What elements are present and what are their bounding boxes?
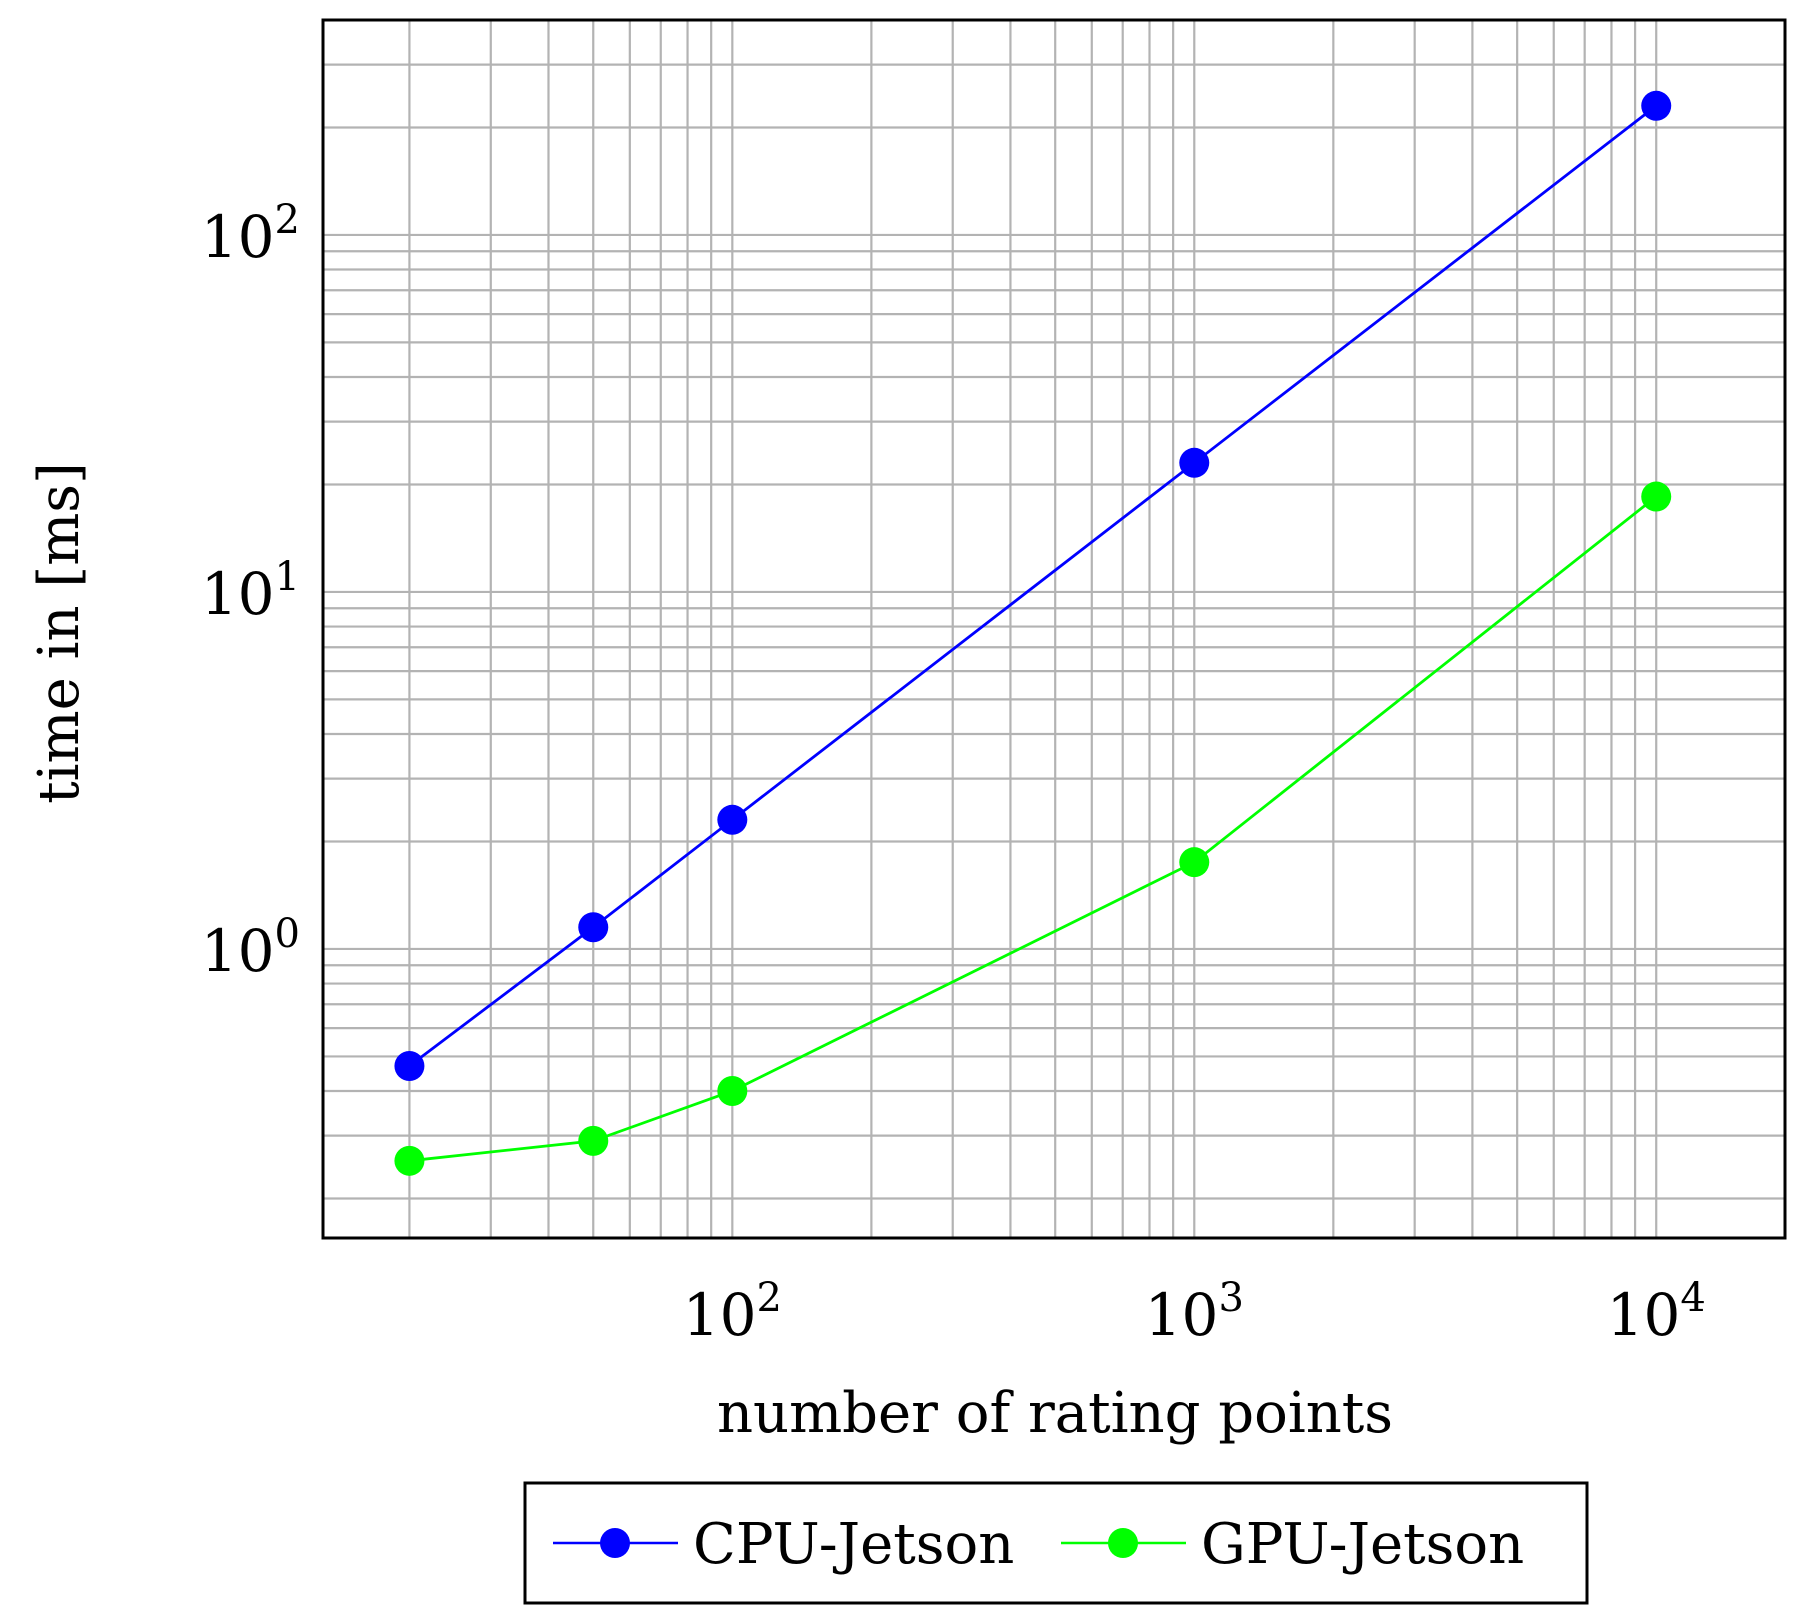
y-tick-label: 100: [201, 911, 300, 985]
series-markers: [394, 90, 1672, 1176]
data-point-gpu-jetson: [394, 1145, 425, 1176]
series-line-gpu-jetson: [409, 495, 1658, 1163]
y-tick-labels: 100 101 102: [201, 197, 300, 985]
x-tick-label: 102: [683, 1275, 782, 1349]
legend: CPU-Jetson GPU-Jetson: [523, 1481, 1589, 1605]
legend-marker-gpu: [1108, 1528, 1138, 1558]
data-point-cpu-jetson: [717, 804, 748, 835]
data-point-cpu-jetson: [394, 1051, 425, 1082]
y-tick-label: 101: [201, 554, 300, 628]
x-tick-labels: 102 103 104: [683, 1275, 1706, 1349]
data-point-cpu-jetson: [578, 912, 609, 943]
data-point-cpu-jetson: [1641, 90, 1672, 121]
legend-marker-cpu: [600, 1528, 630, 1558]
series-lines: [408, 104, 1658, 1163]
x-tick-label: 103: [1145, 1275, 1244, 1349]
legend-box: [523, 1481, 1589, 1605]
legend-label-gpu: GPU-Jetson: [1201, 1512, 1524, 1577]
data-point-gpu-jetson: [717, 1076, 748, 1107]
data-point-gpu-jetson: [578, 1125, 609, 1156]
plot-frame: [321, 18, 1787, 1240]
legend-label-cpu: CPU-Jetson: [693, 1512, 1014, 1577]
data-point-cpu-jetson: [1179, 447, 1210, 478]
y-axis-label: time in [ms]: [27, 462, 92, 804]
data-point-gpu-jetson: [1179, 847, 1210, 878]
data-point-gpu-jetson: [1641, 481, 1672, 512]
grid: [323, 20, 1785, 1238]
x-tick-label: 104: [1607, 1275, 1706, 1349]
x-axis-label: number of rating points: [717, 1381, 1393, 1446]
y-tick-label: 102: [201, 197, 300, 271]
